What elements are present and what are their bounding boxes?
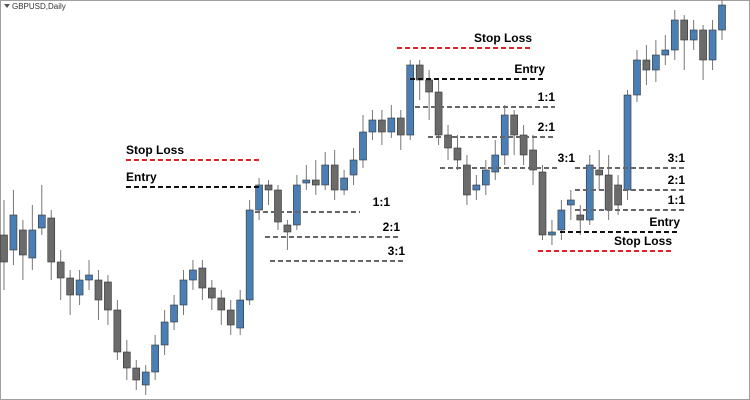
- candle-body: [255, 184, 263, 211]
- candle-body: [132, 367, 141, 381]
- level-label: Entry: [126, 170, 157, 184]
- candle-body: [425, 79, 433, 93]
- level-label: 2:1: [538, 120, 556, 134]
- chart-title: GBPUSD,Daily: [12, 2, 66, 11]
- candle-body: [482, 169, 490, 186]
- level-label: Stop Loss: [126, 143, 184, 157]
- candle-body: [614, 184, 622, 206]
- candle-body: [113, 309, 122, 353]
- level-label: 2:1: [668, 173, 686, 187]
- candle-body: [472, 184, 481, 191]
- candle-body: [75, 279, 84, 296]
- candle-body: [245, 209, 254, 301]
- level-label: 3:1: [668, 151, 686, 165]
- candle-body: [208, 287, 216, 299]
- candle-body: [718, 4, 726, 31]
- candle-body: [491, 154, 500, 173]
- level-label: 2:1: [383, 220, 401, 234]
- candle-body: [642, 59, 651, 71]
- candle-body: [585, 164, 594, 221]
- candle-body: [264, 184, 273, 191]
- candle-body: [378, 119, 386, 133]
- candle-body: [708, 29, 717, 61]
- candle-body: [670, 19, 679, 51]
- candle-body: [236, 299, 244, 329]
- level-label: Entry: [649, 215, 680, 229]
- level-label: 3:1: [388, 244, 406, 258]
- level-label: 3:1: [558, 151, 576, 165]
- candle-body: [226, 309, 235, 326]
- candle-body: [604, 174, 613, 211]
- candle-body: [85, 274, 93, 281]
- candle-body: [463, 164, 471, 196]
- candle-body: [198, 267, 207, 289]
- level-label: 1:1: [373, 195, 391, 209]
- candle-body: [406, 64, 415, 136]
- candle-body: [321, 164, 330, 186]
- candle-body: [434, 91, 443, 136]
- candle-body: [94, 279, 103, 301]
- candle-body: [104, 281, 112, 311]
- candle-body: [387, 117, 396, 133]
- candle-body: [160, 321, 169, 346]
- candle-body: [170, 304, 178, 323]
- candle-body: [330, 164, 339, 191]
- candle-body: [56, 261, 65, 279]
- candle-body: [66, 277, 74, 296]
- level-label: Entry: [514, 62, 545, 76]
- menu-icon[interactable]: [4, 4, 10, 8]
- level-label: Stop Loss: [474, 31, 532, 45]
- candle-body: [633, 59, 641, 96]
- candle-body: [510, 114, 518, 136]
- candle-body: [0, 234, 8, 263]
- candle-body: [595, 169, 603, 176]
- candle-body: [415, 64, 424, 81]
- levels: Stop Loss Entry 1:1 2:1 3:1 Stop Loss Entry 1:1…: [126, 31, 686, 262]
- candle-body: [141, 371, 150, 386]
- candle-body: [189, 269, 197, 281]
- candle-body: [293, 184, 301, 226]
- candle-body: [689, 29, 698, 41]
- candle-body: [699, 29, 707, 61]
- candle-body: [359, 131, 367, 161]
- candle-body: [9, 214, 18, 251]
- candle-body: [576, 214, 585, 221]
- candle-body: [151, 344, 159, 373]
- candle-body: [368, 119, 377, 133]
- candle-body: [444, 134, 452, 149]
- candle-body: [557, 209, 566, 231]
- candle-body: [567, 199, 575, 206]
- candle-body: [500, 114, 509, 156]
- candle-body: [529, 149, 537, 171]
- candle-body: [283, 224, 292, 233]
- candle-body: [302, 179, 311, 184]
- candle-body: [47, 217, 56, 263]
- candle-body: [340, 177, 348, 191]
- level-label: 1:1: [538, 90, 556, 104]
- candle-body: [453, 147, 462, 161]
- candle-body: [519, 134, 528, 156]
- candle-body: [311, 179, 320, 186]
- candle-body: [349, 159, 358, 176]
- candle-body: [680, 19, 689, 41]
- candle-body: [179, 279, 188, 306]
- candle-body: [623, 94, 632, 191]
- candle-body: [28, 229, 37, 259]
- candle-body: [652, 54, 660, 71]
- candle-body: [123, 351, 131, 369]
- candle-body: [661, 49, 670, 56]
- candle-body: [548, 231, 556, 236]
- candle-body: [217, 297, 226, 311]
- candle-body: [538, 171, 547, 236]
- candle-body: [19, 229, 27, 256]
- level-label: Stop Loss: [614, 234, 672, 248]
- candle-body: [396, 117, 405, 136]
- candle-body: [37, 214, 46, 229]
- candle-body: [274, 189, 282, 223]
- level-label: 1:1: [668, 193, 686, 207]
